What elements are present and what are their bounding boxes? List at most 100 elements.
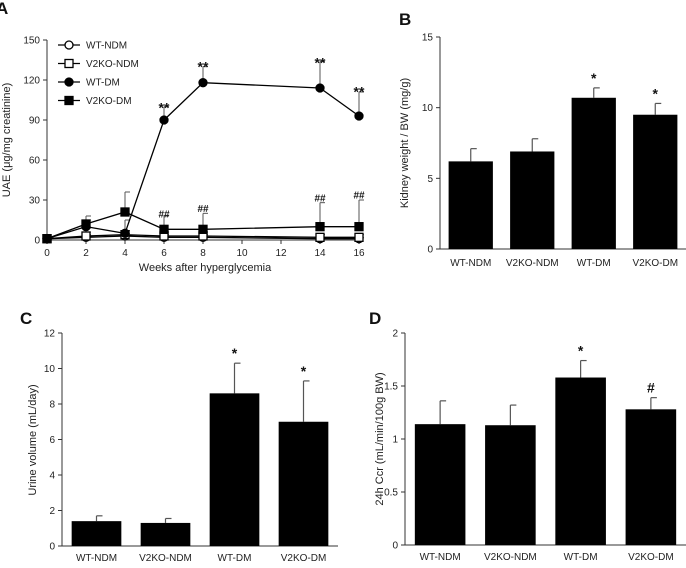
panel-a-significance-mark: ## [197, 204, 209, 215]
legend-marker [64, 40, 74, 50]
series-2-point [315, 83, 325, 93]
panel-c-bar [278, 421, 329, 546]
panel-d-bar [555, 377, 606, 545]
panel-c-y-tick-label: 4 [49, 471, 55, 482]
series-3-point [315, 222, 325, 232]
panel-b-significance-mark: * [591, 70, 597, 86]
panel-a-y-axis-label: UAE (μg/mg creatinine) [1, 83, 13, 198]
panel-b-y-tick-label: 5 [427, 174, 433, 185]
panel-d-y-tick-label: 0 [392, 541, 398, 552]
panel-d-category-label: WT-DM [564, 552, 598, 563]
panel-d-bar [625, 409, 677, 545]
panel-a-x-tick-label: 16 [353, 248, 365, 259]
panel-b-bar [510, 151, 555, 249]
series-2-point [159, 115, 169, 125]
panel-a-label: A [0, 0, 8, 18]
panel-d-category-label: V2KO-NDM [484, 552, 537, 563]
panel-c-y-tick-label: 6 [49, 435, 55, 446]
series-2-point [198, 78, 208, 88]
panel-c-y-tick-label: 2 [49, 506, 55, 517]
panel-a-significance-mark: ** [315, 54, 326, 70]
series-3-point [198, 224, 208, 234]
series-1-point [315, 232, 325, 242]
series-3-point [120, 207, 130, 217]
panel-b-category-label: V2KO-NDM [506, 258, 559, 269]
panel-a-x-axis-label: Weeks after hyperglycemia [139, 262, 272, 274]
panel-a-significance-mark: ** [159, 100, 170, 116]
panel-a-y-tick-label: 60 [29, 156, 41, 167]
series-2-point [120, 228, 130, 238]
panel-d-y-tick-label: 0.5 [384, 488, 398, 499]
panel-a-y-tick-label: 0 [34, 236, 40, 247]
panel-a-x-tick-label: 0 [44, 248, 50, 259]
panel-c-y-tick-label: 8 [49, 400, 55, 411]
panel-a-y-tick-label: 120 [23, 76, 40, 87]
panel-b-y-tick-label: 15 [422, 33, 434, 44]
legend-entry: WT-DM [86, 78, 120, 89]
panel-c-y-axis-label: Urine volume (mL/day) [27, 384, 39, 495]
panel-d-category-label: V2KO-DM [628, 552, 674, 563]
panel-d-bar [414, 424, 466, 545]
panel-c-bar [209, 393, 260, 546]
panel-d-y-axis-label: 24h Ccr (mL/min/100g BW) [374, 372, 386, 505]
panel-a-significance-mark: ** [354, 84, 365, 100]
panel-c-category-label: WT-DM [218, 553, 252, 564]
panel-b-bar [448, 161, 493, 249]
panel-a-x-tick-label: 4 [122, 248, 128, 259]
panel-a-y-tick-label: 30 [29, 196, 41, 207]
panel-a-significance-mark: ## [353, 191, 365, 202]
panel-b-category-label: V2KO-DM [632, 258, 678, 269]
panel-a-significance-mark: ## [158, 209, 170, 220]
legend-entry: V2KO-NDM [86, 59, 139, 70]
legend-marker [64, 77, 74, 87]
panel-c-y-tick-label: 12 [44, 329, 56, 340]
panel-d-significance-mark: # [647, 380, 655, 396]
panel-c-significance-mark: * [232, 345, 238, 361]
panel-a-x-tick-label: 8 [200, 248, 206, 259]
panel-d-significance-mark: * [578, 343, 584, 359]
panel-b-category-label: WT-DM [577, 258, 611, 269]
panel-c-category-label: WT-NDM [76, 553, 117, 564]
panel-d-category-label: WT-NDM [420, 552, 461, 563]
series-3-point [42, 234, 52, 244]
panel-c-y-tick-label: 10 [44, 364, 56, 375]
panel-d-y-tick-label: 1.5 [384, 382, 398, 393]
panel-a-x-tick-label: 14 [314, 248, 326, 259]
panel-c-bar [71, 521, 122, 546]
series-3-point [354, 222, 364, 232]
series-2-point [354, 111, 364, 121]
series-3-point [159, 224, 169, 234]
panel-a-y-tick-label: 90 [29, 116, 41, 127]
panel-c-bar [140, 522, 191, 546]
panel-c-label: C [20, 309, 32, 328]
series-1-point [354, 232, 364, 242]
panel-a-x-tick-label: 10 [236, 248, 248, 259]
panel-a-x-tick-label: 6 [161, 248, 167, 259]
panel-c-y-tick-label: 0 [49, 542, 55, 553]
panel-b-y-tick-label: 0 [427, 245, 433, 256]
panel-b-category-label: WT-NDM [450, 258, 491, 269]
panel-a-y-tick-label: 150 [23, 36, 40, 47]
series-3-point [81, 219, 91, 229]
panel-c-category-label: V2KO-NDM [139, 553, 192, 564]
panel-a-significance-mark: ## [314, 193, 326, 204]
panel-b-bar [571, 97, 616, 249]
panel-c-category-label: V2KO-DM [281, 553, 327, 564]
panel-d-label: D [369, 309, 381, 328]
panel-a-significance-mark: ** [198, 58, 209, 74]
legend-marker [64, 95, 74, 106]
panel-b-bar [633, 114, 678, 249]
panel-a-x-tick-label: 12 [275, 248, 287, 259]
panel-a-x-tick-label: 2 [83, 248, 89, 259]
panel-b-label: B [399, 10, 411, 29]
panel-b-significance-mark: * [653, 85, 659, 101]
legend-entry: V2KO-DM [86, 96, 132, 107]
panel-d-y-tick-label: 1 [392, 435, 398, 446]
legend-entry: WT-NDM [86, 41, 127, 52]
panel-d-bar [485, 425, 536, 545]
legend-marker [64, 58, 74, 69]
panel-c-significance-mark: * [301, 363, 307, 379]
series-1-point [81, 231, 91, 241]
panel-b-y-axis-label: Kidney weight / BW (mg/g) [399, 78, 411, 208]
